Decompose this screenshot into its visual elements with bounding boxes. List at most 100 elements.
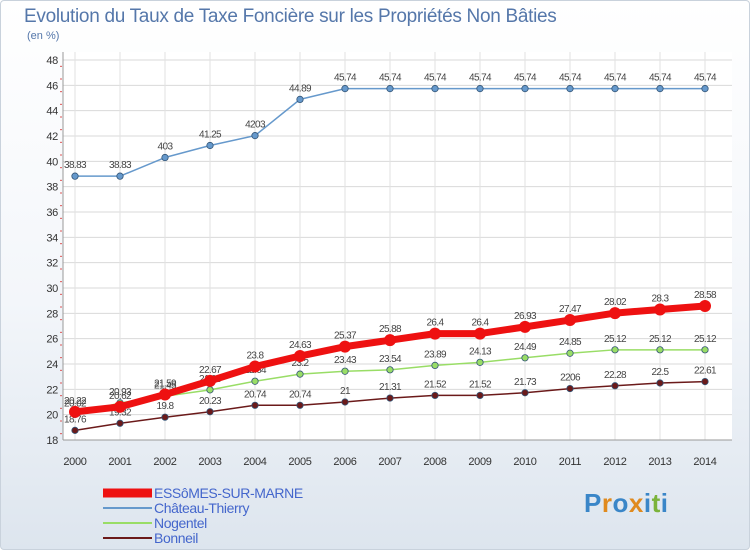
- data-label-bonneil: 2206: [560, 373, 581, 384]
- data-label-chateau-thierry: 45.74: [604, 73, 627, 84]
- data-label-nogentel: 20.93: [109, 387, 132, 398]
- x-tick-label: 2001: [108, 456, 131, 468]
- data-label-essomes-sur-marne: 28.3: [651, 294, 669, 305]
- data-point-essomes-sur-marne: [114, 400, 126, 413]
- data-label-nogentel: 24.49: [514, 342, 537, 353]
- plot-area: [63, 52, 732, 440]
- data-point-chateau-thierry: [611, 85, 619, 93]
- data-point-chateau-thierry: [566, 85, 574, 93]
- x-tick-label: 2010: [513, 456, 536, 468]
- data-label-chateau-thierry: 45.74: [559, 73, 582, 84]
- data-point-bonneil: [116, 419, 124, 427]
- data-label-bonneil: 21.52: [469, 379, 492, 390]
- y-tick-label: 40: [46, 156, 58, 168]
- data-label-chateau-thierry: 45.74: [649, 73, 672, 84]
- data-label-chateau-thierry: 45.74: [424, 73, 447, 84]
- data-label-nogentel: 23.89: [424, 349, 447, 360]
- logo-letter: t: [651, 488, 661, 518]
- data-point-essomes-sur-marne: [474, 327, 486, 340]
- data-point-essomes-sur-marne: [339, 340, 351, 353]
- data-label-essomes-sur-marne: 24.63: [289, 340, 312, 351]
- data-point-bonneil: [611, 382, 619, 390]
- proxiti-logo: Proxiti: [584, 488, 668, 519]
- data-label-nogentel: 24.13: [469, 346, 492, 357]
- x-tick-label: 2000: [63, 456, 86, 468]
- x-tick-label: 2009: [468, 456, 491, 468]
- data-label-nogentel: 23.43: [334, 355, 357, 366]
- y-tick-label: 20: [46, 410, 58, 422]
- data-point-nogentel: [206, 386, 214, 394]
- data-point-chateau-thierry: [161, 153, 169, 162]
- x-tick-label: 2006: [333, 456, 356, 468]
- data-point-bonneil: [521, 389, 529, 397]
- data-label-essomes-sur-marne: 25.37: [334, 331, 357, 342]
- data-point-bonneil: [431, 391, 439, 400]
- data-label-bonneil: 20.74: [244, 389, 267, 400]
- data-point-bonneil: [206, 408, 214, 416]
- data-label-nogentel: 21.45: [154, 380, 177, 391]
- x-tick-label: 2003: [198, 456, 221, 468]
- y-tick-label: 36: [46, 207, 58, 219]
- data-label-essomes-sur-marne: 23.8: [246, 351, 264, 362]
- data-point-bonneil: [701, 378, 709, 386]
- x-tick-label: 2004: [243, 456, 266, 468]
- data-label-bonneil: 21: [340, 386, 351, 397]
- data-point-chateau-thierry: [521, 85, 529, 93]
- y-tick-label: 18: [46, 435, 58, 447]
- data-label-bonneil: 21.31: [379, 382, 402, 393]
- data-label-bonneil: 19.32: [109, 407, 132, 418]
- data-label-nogentel: 23.54: [379, 354, 402, 365]
- data-point-nogentel: [611, 346, 619, 354]
- data-point-essomes-sur-marne: [249, 360, 261, 373]
- data-label-essomes-sur-marne: 21.59: [154, 379, 177, 390]
- y-tick-label: 38: [46, 182, 58, 194]
- data-point-nogentel: [251, 377, 259, 385]
- data-point-essomes-sur-marne: [519, 320, 531, 333]
- data-point-essomes-sur-marne: [564, 314, 576, 327]
- data-point-chateau-thierry: [476, 85, 484, 93]
- data-point-chateau-thierry: [701, 85, 709, 93]
- data-point-chateau-thierry: [206, 141, 214, 150]
- data-point-bonneil: [296, 401, 304, 409]
- y-tick-label: 30: [46, 283, 58, 295]
- data-label-chateau-thierry: 45.74: [379, 73, 402, 84]
- data-label-chateau-thierry: 45.74: [334, 73, 357, 84]
- logo-letter: r: [601, 488, 613, 518]
- data-point-bonneil: [476, 391, 484, 400]
- legend-label: Bonneil: [154, 530, 198, 546]
- data-point-bonneil: [71, 426, 79, 434]
- data-label-bonneil: 22.5: [651, 367, 669, 378]
- data-point-nogentel: [656, 346, 664, 354]
- y-tick-label: 24: [46, 359, 58, 371]
- data-point-essomes-sur-marne: [699, 299, 711, 312]
- data-label-essomes-sur-marne: 28.58: [694, 290, 717, 301]
- y-tick-label: 32: [46, 258, 58, 270]
- data-label-essomes-sur-marne: 28.02: [604, 297, 627, 308]
- logo-letter: x: [628, 488, 644, 518]
- data-label-bonneil: 22.28: [604, 370, 627, 381]
- data-point-nogentel: [431, 361, 439, 369]
- data-point-bonneil: [161, 413, 169, 421]
- logo-letter: i: [660, 488, 669, 518]
- data-point-chateau-thierry: [386, 85, 394, 93]
- data-point-essomes-sur-marne: [159, 388, 171, 401]
- x-tick-label: 2002: [153, 456, 176, 468]
- data-label-chateau-thierry: 45.74: [469, 73, 492, 84]
- data-point-essomes-sur-marne: [69, 405, 81, 418]
- data-label-bonneil: 20.23: [199, 396, 222, 407]
- data-point-essomes-sur-marne: [294, 350, 306, 363]
- data-point-chateau-thierry: [656, 85, 664, 93]
- legend-label: Nogentel: [154, 515, 207, 531]
- data-point-nogentel: [386, 366, 394, 374]
- y-tick-label: 48: [46, 55, 58, 67]
- y-tick-label: 46: [46, 80, 58, 92]
- data-label-bonneil: 19.8: [156, 401, 174, 412]
- data-point-nogentel: [701, 346, 709, 354]
- data-point-chateau-thierry: [116, 172, 124, 180]
- legend-label: ESSôMES-SUR-MARNE: [154, 485, 303, 501]
- data-label-chateau-thierry: 4203: [245, 120, 266, 131]
- y-tick-label: 44: [46, 106, 58, 118]
- data-label-essomes-sur-marne: 26.93: [514, 311, 537, 322]
- x-tick-label: 2011: [559, 456, 582, 468]
- data-label-essomes-sur-marne: 26.4: [426, 318, 444, 329]
